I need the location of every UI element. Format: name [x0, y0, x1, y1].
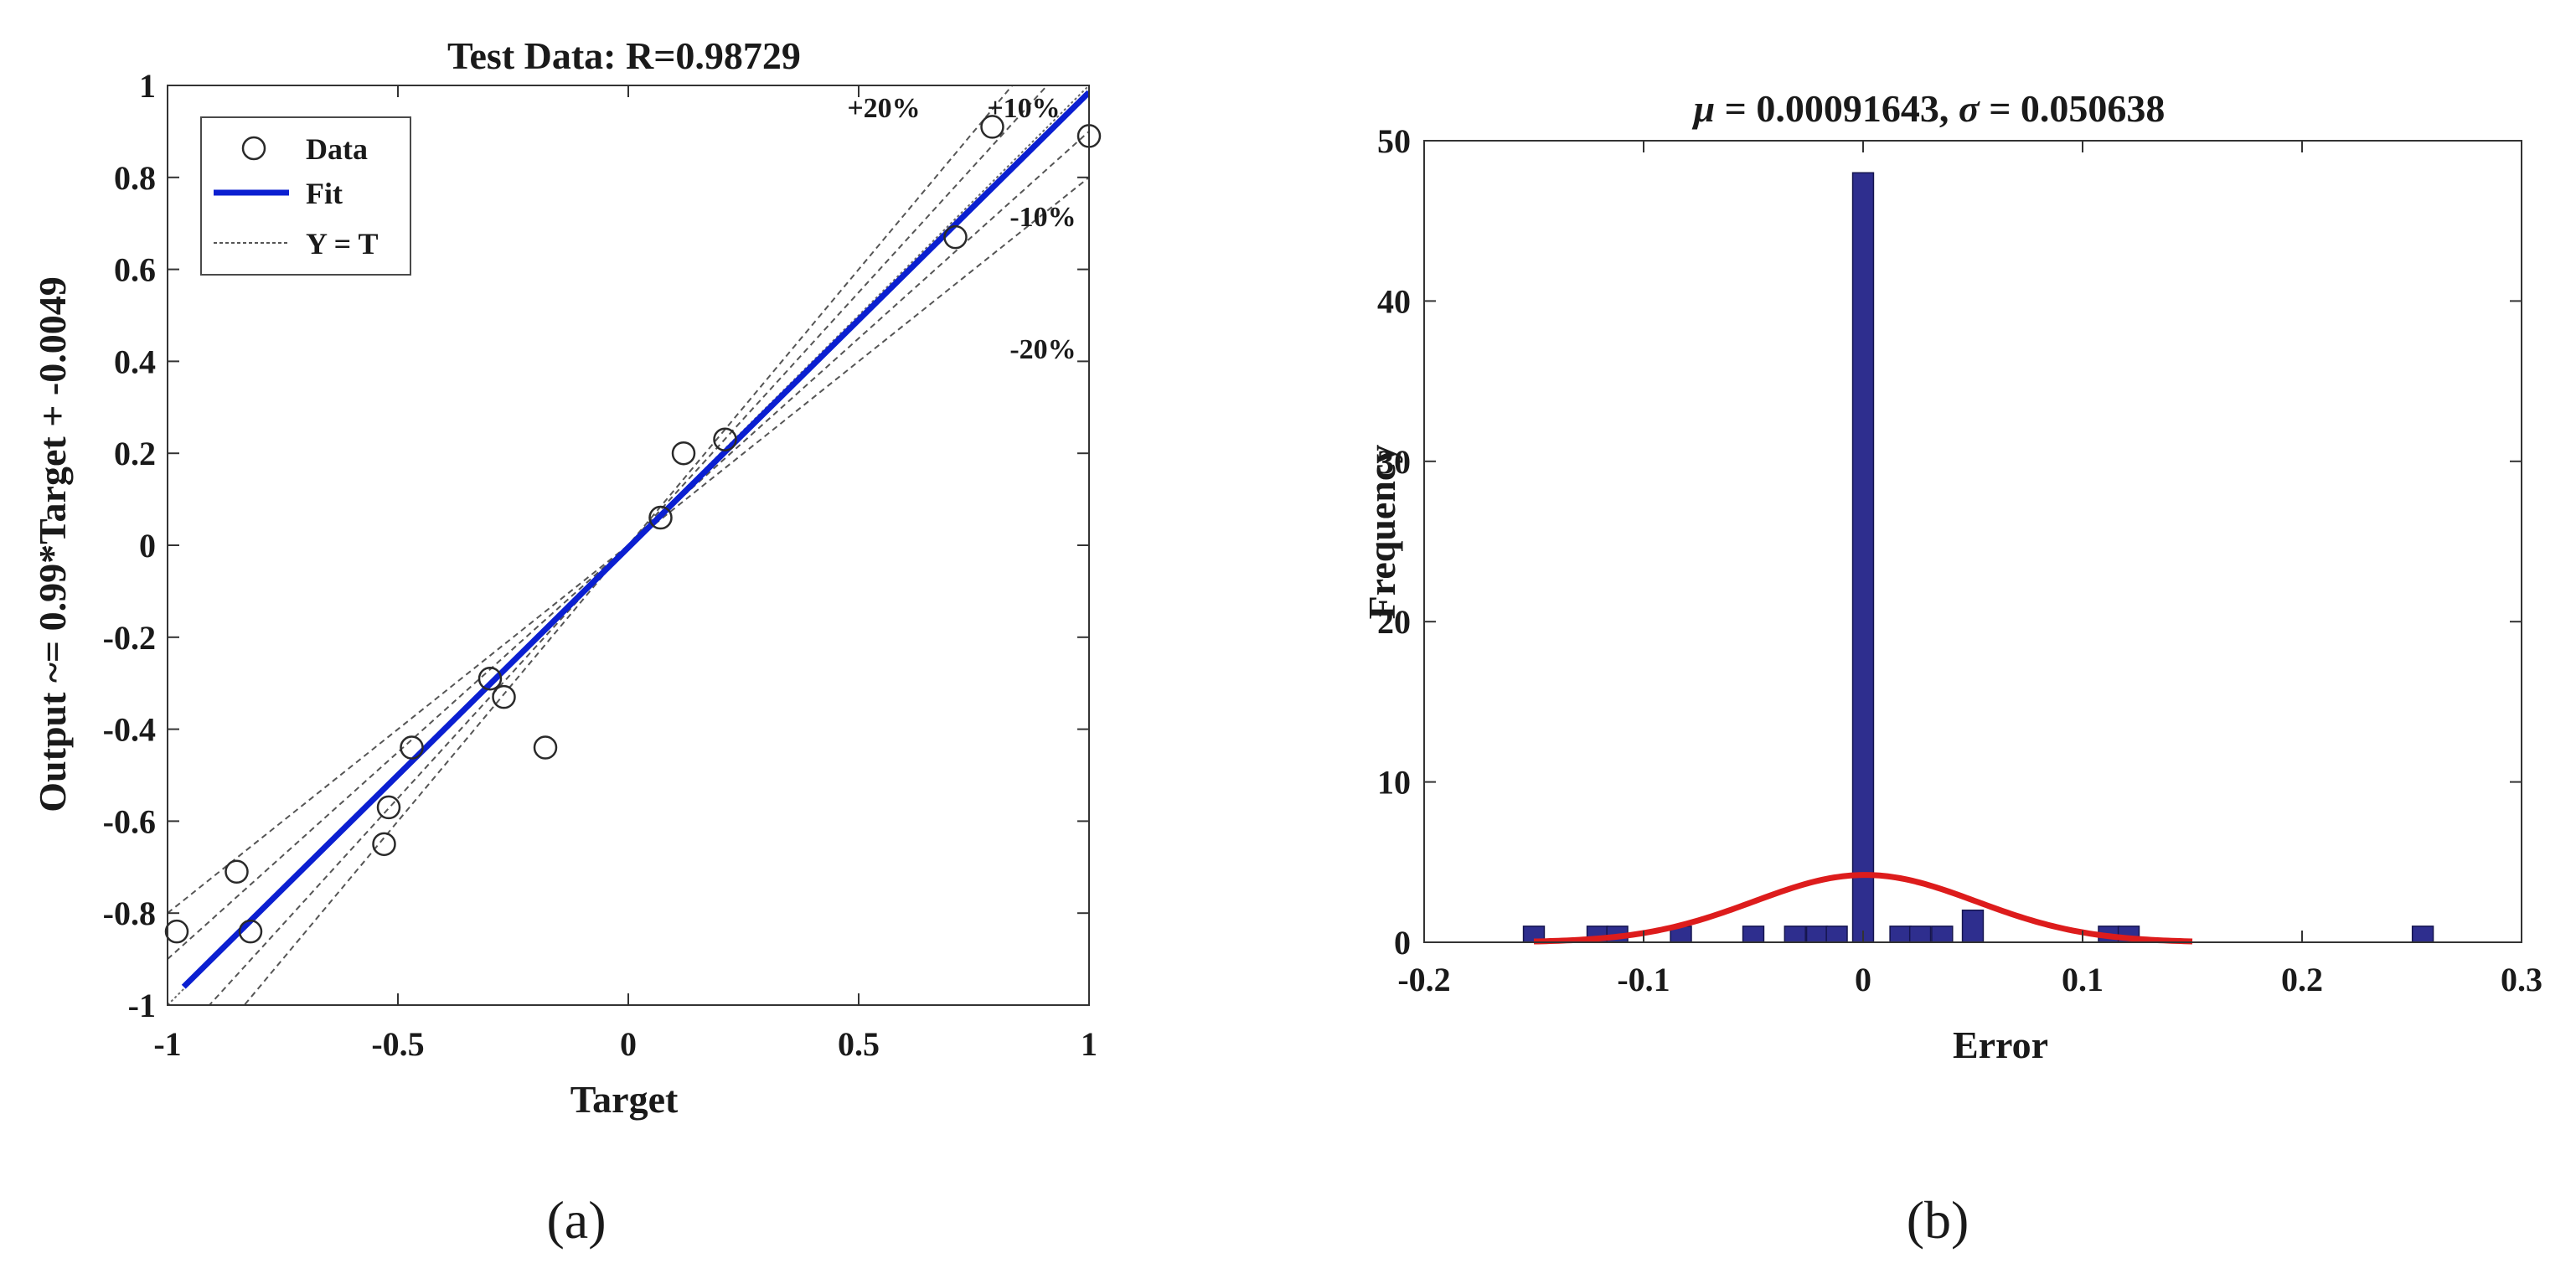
y-tick-label: 0.4 [114, 343, 156, 380]
histogram-bar [2411, 926, 2434, 943]
histogram-bar [1851, 172, 1875, 943]
data-point [478, 666, 503, 691]
regression-x-label: Target [570, 1078, 679, 1121]
regression-title: Test Data: R=0.98729 [447, 34, 801, 77]
fit-line [181, 90, 1089, 989]
data-point [943, 224, 968, 250]
data-point [980, 115, 1004, 139]
histogram-x-label: Error [1953, 1024, 2048, 1066]
y-tick-label: -1 [128, 987, 156, 1024]
histogram-title: μ = 0.00091643, σ = 0.050638 [1692, 87, 2166, 130]
regression-ticks: -1 -0.5 0 0.5 1 -1 -0.8 -0.6 -0.4 -0.2 0 0.2 0.4 0.6 0… [103, 67, 1097, 1063]
y-tick-label: 0.6 [114, 251, 156, 289]
x-tick-label: -1 [153, 1025, 181, 1063]
y-tick-label: 20 [1377, 603, 1411, 641]
x-tick-label: 0.2 [2281, 961, 2323, 998]
legend-data-marker [241, 136, 266, 161]
histogram-panel: μ = 0.00091643, σ = 0.050638 -0.2 -0.1 0 0.… [1360, 87, 2542, 1066]
x-tick-label: 0.3 [2501, 961, 2542, 998]
y-tick-label: 1 [139, 67, 156, 105]
data-point [372, 832, 396, 857]
y-tick-label: 0 [139, 527, 156, 565]
y-tick-label: 50 [1377, 122, 1411, 160]
y-tick-label: -0.4 [103, 711, 156, 749]
x-tick-label: -0.5 [371, 1025, 424, 1063]
data-point [492, 684, 516, 709]
histogram-ticks: -0.2 -0.1 0 0.1 0.2 0.3 0 10 20 30 40 50 [1377, 122, 2542, 998]
panel-b-caption: (b) [1907, 1190, 1969, 1250]
histogram-bar [1825, 926, 1848, 943]
panel-a-caption: (a) [546, 1190, 606, 1250]
histogram-y-label: Frequency [1360, 445, 1403, 620]
histogram-bar [1742, 926, 1765, 943]
legend-identity-label: Y = T [306, 227, 379, 260]
mu-symbol: μ [1692, 87, 1716, 130]
histogram-bar [1961, 909, 1985, 943]
regression-lines [168, 85, 1089, 1005]
data-point [164, 919, 189, 944]
legend-data-label: Data [306, 132, 368, 166]
sigma-value: = 0.050638 [1980, 87, 2166, 130]
data-point [713, 427, 737, 451]
data-point [238, 919, 263, 944]
y-tick-label: 30 [1377, 443, 1411, 481]
y-tick-label: 10 [1377, 764, 1411, 802]
y-tick-label: 0.2 [114, 435, 156, 472]
data-point [225, 859, 249, 884]
x-tick-label: 0 [620, 1025, 637, 1063]
data-point [400, 735, 424, 760]
legend-fit-label: Fit [306, 177, 343, 210]
band-label: +20% [847, 93, 920, 124]
regression-y-label: Output ~= 0.99*Target + -0.0049 [31, 276, 74, 812]
x-tick-label: 1 [1081, 1025, 1097, 1063]
x-tick-label: -0.1 [1617, 961, 1670, 998]
band-line [168, 131, 1089, 960]
y-tick-label: 0 [1394, 924, 1411, 962]
y-tick-label: -0.8 [103, 895, 156, 932]
histogram-plot-background [1424, 141, 2522, 942]
x-tick-label: 0 [1855, 961, 1871, 998]
histogram-bar [1908, 926, 1932, 943]
data-point [648, 505, 673, 530]
mu-value: = 0.00091643, [1715, 87, 1959, 130]
y-tick-label: 0.8 [114, 159, 156, 197]
band-label: -10% [1009, 202, 1076, 233]
histogram-plot-area [1423, 140, 2522, 945]
x-tick-label: 0.1 [2062, 961, 2104, 998]
x-tick-label: -0.2 [1397, 961, 1450, 998]
band-label: -20% [1009, 334, 1076, 365]
y-tick-label: 40 [1377, 282, 1411, 320]
histogram-bar [1805, 926, 1829, 943]
histogram-bar [1784, 926, 1806, 943]
band-line [168, 177, 1089, 914]
y-tick-label: -0.2 [103, 619, 156, 657]
regression-legend: Data Fit Y = T [200, 116, 411, 276]
histogram-bar [1889, 926, 1912, 943]
regression-panel: Test Data: R=0.98729 +20% +10% -10% -20% -1… [31, 34, 1102, 1121]
data-point [671, 441, 696, 466]
data-point [533, 735, 558, 760]
data-point [376, 795, 401, 820]
histogram-bar [1931, 926, 1954, 943]
sigma-symbol: σ [1959, 87, 1980, 130]
x-tick-label: 0.5 [838, 1025, 880, 1063]
band-label: +10% [987, 93, 1060, 124]
histogram-axes-box [1423, 140, 2522, 943]
y-tick-label: -0.6 [103, 802, 156, 840]
legend-box [200, 116, 411, 276]
